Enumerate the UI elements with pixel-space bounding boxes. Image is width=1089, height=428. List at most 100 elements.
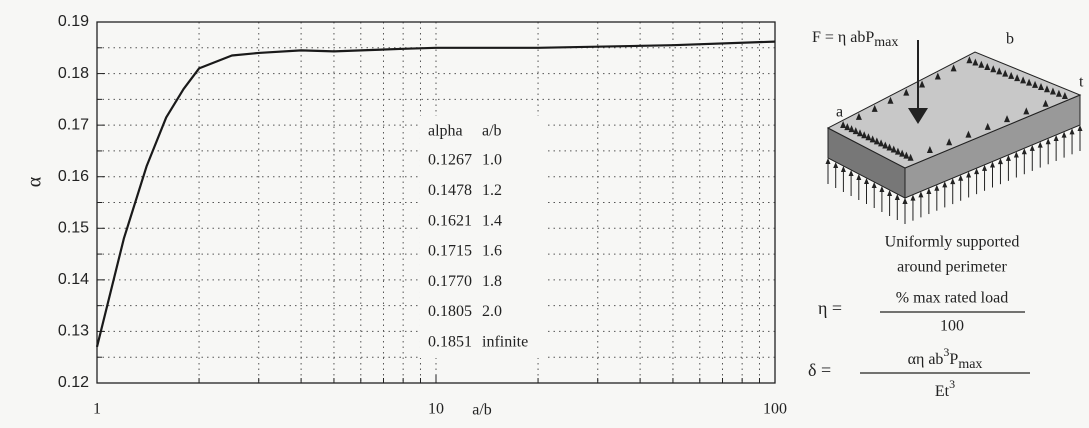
edge-arrow (886, 143, 893, 151)
table-cell: 0.1851 (428, 333, 472, 350)
edge-arrow (1049, 87, 1056, 95)
arrow-head (1021, 148, 1027, 155)
edge-arrow (1043, 85, 1050, 93)
arrow-head (942, 181, 948, 188)
eta-numerator: % max rated load (896, 290, 1008, 307)
edge-arrow (984, 122, 991, 130)
delta-symbol: δ = (808, 360, 831, 380)
arrow-head (1077, 125, 1083, 131)
table-cell: 0.1478 (428, 182, 472, 199)
arrow-head (848, 170, 854, 176)
arrow-head (950, 178, 956, 185)
y-tick-label: 0.13 (58, 323, 89, 340)
table-cell: 1.2 (482, 182, 502, 199)
table-cell: 1.6 (482, 243, 502, 260)
edge-arrow (966, 56, 973, 64)
arrow-head (974, 168, 980, 175)
arrow-head (894, 194, 900, 200)
edge-arrow (919, 80, 926, 88)
y-tick-label: 0.14 (58, 271, 89, 288)
plot-frame (96, 21, 776, 384)
table-cell: 1.8 (482, 273, 502, 290)
data-line (95, 40, 776, 348)
edge-arrow (1004, 115, 1011, 123)
table-cell: 0.1770 (428, 273, 472, 290)
y-tick-label: 0.19 (58, 13, 89, 30)
y-tick-label: 0.15 (58, 220, 89, 237)
edge-arrow (903, 151, 910, 159)
edge-arrow (878, 139, 885, 147)
label-t: t (1079, 74, 1084, 91)
edge-arrow (1055, 89, 1062, 97)
edge-arrow (926, 146, 933, 154)
edge-arrow (907, 153, 914, 161)
edge-arrow (887, 96, 894, 104)
edge-arrow (861, 131, 868, 139)
arrow-head (825, 158, 831, 164)
edge-arrow (990, 65, 997, 73)
arrow-head (1037, 141, 1043, 148)
edge-arrow (1023, 107, 1030, 115)
x-tick-label: 10 (428, 401, 444, 418)
arrow-head (833, 162, 839, 168)
edge-arrow (865, 133, 872, 141)
eta-denominator: 100 (940, 318, 964, 335)
caption-line: Uniformly supported (885, 234, 1020, 251)
y-tick-label: 0.16 (58, 168, 89, 185)
edge-arrow (899, 149, 906, 157)
edge-arrow (978, 60, 985, 68)
table-cell: 0.1267 (428, 152, 472, 169)
arrow-head (856, 174, 862, 180)
table-cell: 0.1621 (428, 212, 472, 229)
edge-arrow (984, 62, 991, 70)
edge-arrow (869, 135, 876, 143)
y-axis-label: α (24, 176, 46, 187)
edge-arrow (946, 138, 953, 146)
arrow-head (966, 171, 972, 178)
edge-arrow (1014, 74, 1021, 82)
x-tick-label: 100 (763, 401, 787, 418)
edge-arrow (882, 141, 889, 149)
edge-arrow (856, 129, 863, 137)
arrow-head (1005, 154, 1011, 161)
arrow-head (982, 164, 988, 171)
y-tick-label: 0.18 (58, 65, 89, 82)
arrow-head (1029, 144, 1035, 151)
edge-arrow (965, 130, 972, 138)
edge-arrow (1032, 80, 1039, 88)
arrow-head (1061, 131, 1067, 138)
arrow-head (879, 186, 885, 192)
x-axis-label: a/b (472, 402, 492, 419)
edge-arrow (903, 88, 910, 96)
table-cell: 1.4 (482, 212, 502, 229)
edge-arrow (844, 123, 851, 131)
table-cell: 2.0 (482, 303, 502, 320)
arrow-head (871, 182, 877, 188)
arrow-head (1013, 151, 1019, 158)
edge-arrow (848, 125, 855, 133)
edge-arrow (972, 58, 979, 66)
edge-arrow (855, 112, 862, 120)
arrow-head (910, 194, 916, 201)
table-header: a/b (482, 123, 502, 140)
y-tick-label: 0.17 (58, 116, 89, 133)
delta-denominator: Et3 (935, 377, 955, 400)
table-cell: infinite (482, 333, 528, 350)
edge-arrow (871, 104, 878, 112)
table-cell: 1.0 (482, 152, 502, 169)
arrow-head (1069, 128, 1075, 135)
table-cell: 0.1715 (428, 243, 472, 260)
arrow-head (840, 166, 846, 172)
force-head (908, 108, 928, 124)
arrow-head (1045, 138, 1051, 145)
edge-arrow (1002, 69, 1009, 77)
diagram: F = η abPmax a b t Uniformly supported a… (808, 29, 1084, 400)
edge-arrow (1026, 78, 1033, 86)
edge-arrow (1008, 71, 1015, 79)
delta-numerator: αη ab3Pmax (908, 345, 983, 372)
label-b: b (1006, 31, 1014, 48)
eta-symbol: η = (818, 298, 842, 318)
arrow-head (926, 188, 932, 195)
edge-arrow (1042, 99, 1049, 107)
